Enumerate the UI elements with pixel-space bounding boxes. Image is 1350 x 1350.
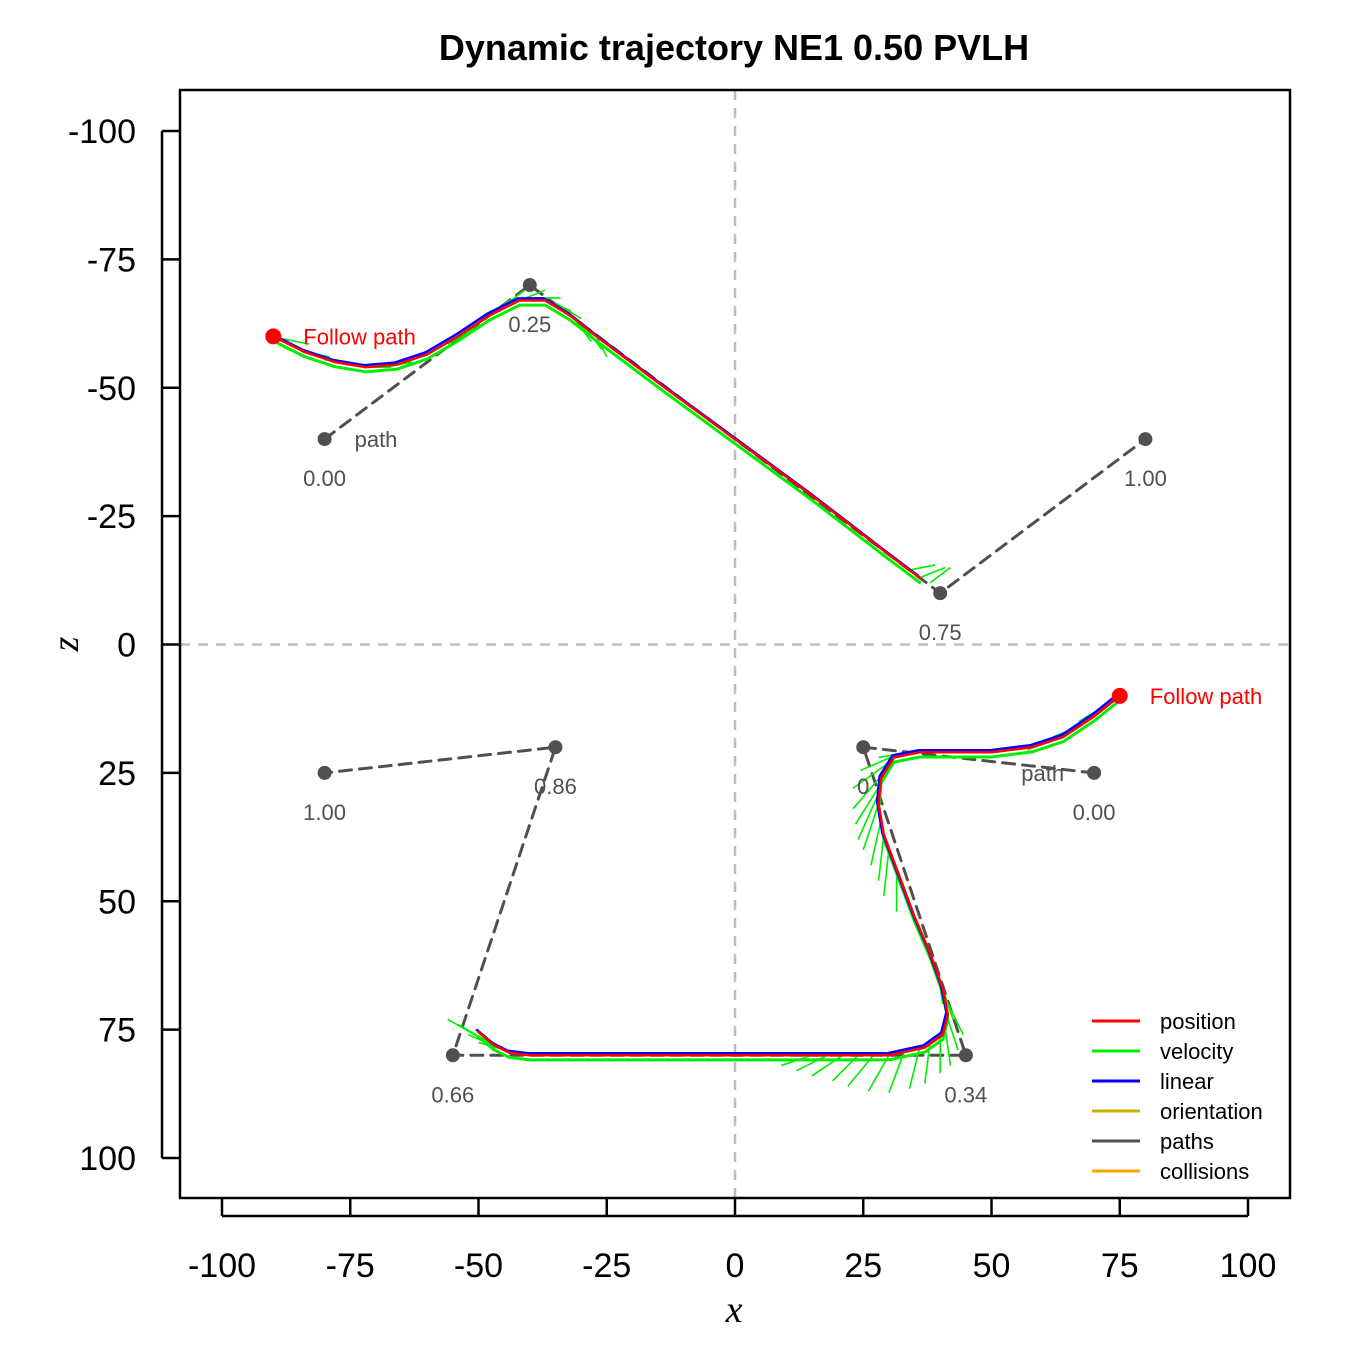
path-point-label: 0.00 (303, 466, 346, 491)
agent-2: 0.00 path 0 0.34 0.66 0.86 1.00 Follow path (303, 684, 1262, 1107)
path-point (548, 740, 563, 755)
y-tick-label: 50 (98, 883, 136, 921)
x-tick-label: -25 (582, 1247, 631, 1285)
y-tick-label: 100 (79, 1140, 136, 1178)
x-tick-label: 75 (1101, 1247, 1139, 1285)
path-point-label: 0.00 (1073, 800, 1116, 825)
x-tick-label: -75 (326, 1247, 375, 1285)
velocity-vector (870, 818, 882, 866)
x-tick-label: 50 (973, 1247, 1011, 1285)
x-axis: -100 -75 -50 -25 0 25 50 75 100 (188, 1198, 1276, 1285)
y-tick-label: 75 (98, 1012, 136, 1050)
legend-label: orientation (1160, 1099, 1263, 1124)
start-point (1111, 687, 1128, 704)
path-point (1138, 432, 1153, 447)
path-point-label: 0.75 (919, 620, 962, 645)
x-tick-label: -50 (454, 1247, 503, 1285)
chart-title: Dynamic trajectory NE1 0.50 PVLH (439, 27, 1029, 68)
velocity-vector (944, 1029, 952, 1066)
velocity-series-line (271, 303, 922, 584)
path-point (522, 278, 537, 293)
path-point-label: 0.66 (431, 1082, 474, 1107)
legend-label: velocity (1160, 1039, 1233, 1064)
path-point (1087, 765, 1102, 780)
y-tick-label: -75 (87, 241, 136, 279)
path-point (317, 432, 332, 447)
path-point-label: 0.25 (508, 312, 551, 337)
velocity-vector (909, 564, 936, 571)
velocity-vector (283, 338, 310, 345)
path-point-label: 0.86 (534, 774, 577, 799)
velocity-vector (882, 849, 890, 897)
y-tick-label: -25 (87, 498, 136, 536)
x-axis-title: x (725, 1289, 743, 1331)
path-point (933, 586, 948, 601)
velocity-vector (862, 803, 880, 851)
legend-label: linear (1160, 1069, 1214, 1094)
x-tick-label: 25 (844, 1247, 882, 1285)
path-point-label: 0.34 (944, 1082, 987, 1107)
velocity-vector (877, 834, 885, 881)
velocity-vector (852, 761, 890, 789)
path-point (856, 740, 871, 755)
path-point (958, 1048, 973, 1063)
path-point (445, 1048, 460, 1063)
path-point-label: 1.00 (1124, 466, 1167, 491)
velocity-vector (857, 793, 880, 840)
x-tick-label: 0 (726, 1247, 745, 1285)
velocity-vector (947, 1003, 965, 1036)
path-point (317, 765, 332, 780)
legend: position velocity linear orientation paths co… (1092, 1009, 1263, 1184)
position-series-line (477, 694, 1122, 1057)
velocity-vector (854, 782, 882, 825)
legend-label: paths (1160, 1129, 1214, 1154)
y-tick-label: -50 (87, 370, 136, 408)
path-name-label: path (355, 427, 398, 452)
position-series-line (272, 299, 921, 579)
velocity-vector (947, 1019, 959, 1051)
path-point-label: 1.00 (303, 800, 346, 825)
path-name-label: path (1021, 761, 1064, 786)
y-axis: -100 -75 -50 -25 0 25 50 75 100 (68, 113, 180, 1178)
start-point (265, 328, 282, 345)
y-tick-label: 0 (117, 627, 136, 665)
x-tick-label: 100 (1220, 1247, 1277, 1285)
velocity-vector (919, 566, 946, 579)
velocity-vector (555, 302, 582, 320)
x-tick-label: -100 (188, 1247, 256, 1285)
velocity-vector (796, 1054, 828, 1072)
velocity-series-line (477, 699, 1122, 1062)
velocity-vector (929, 566, 951, 584)
y-axis-title: z (45, 636, 87, 652)
y-tick-label: -100 (68, 113, 136, 151)
legend-label: collisions (1160, 1159, 1249, 1184)
y-tick-label: 25 (98, 755, 136, 793)
start-label: Follow path (303, 324, 416, 349)
start-label: Follow path (1150, 684, 1263, 709)
agent-1: 0.00 path 0.25 0.75 1.00 Follow path (265, 278, 1167, 645)
path-point-label: 0 (857, 774, 869, 799)
legend-label: position (1160, 1009, 1236, 1034)
